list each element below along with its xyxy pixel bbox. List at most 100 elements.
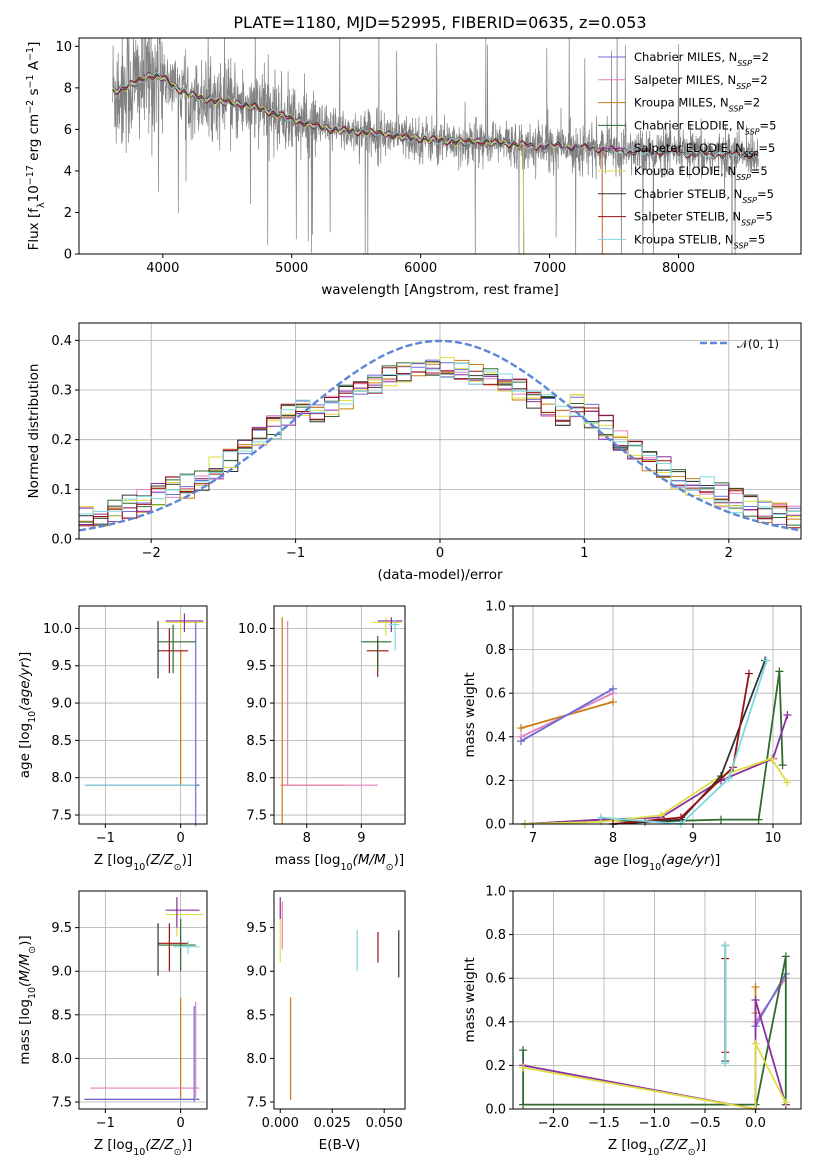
age_vs_mass-ytick-label-0: 7.5 <box>246 809 267 824</box>
weight_vs_age-marker-kroupa-elodie-4 <box>767 754 776 763</box>
spectrum-xtick-label-3: 7000 <box>533 261 566 276</box>
residuals-ytick-label-2: 0.2 <box>51 433 72 448</box>
weight_vs_age-line-chabrier-miles <box>520 688 614 742</box>
age_vs_Z-ytick-label-0: 7.5 <box>51 809 72 824</box>
residuals-xtick-label-2: 0 <box>436 546 444 561</box>
residuals-panel: −2 −1 0 1 2 0.0 0.1 0.2 0.3 0.4 𝒩(0, 1) (data-model… <box>26 322 802 583</box>
weight_vs_age-ytick-label-3: 0.6 <box>485 687 506 702</box>
weight_vs_age-line-kroupa-elodie <box>524 757 789 825</box>
residuals-xlabel: (data-model)/error <box>377 567 503 583</box>
weight_vs_age-xtick-label-0: 7 <box>529 831 537 846</box>
spectrum-plot-area <box>112 38 759 254</box>
residuals-xtick-label-0: −2 <box>142 546 161 561</box>
mass_vs_EBV-ytick-label-1: 8.0 <box>246 1052 267 1067</box>
mass_vs_Z-ytick-label-3: 9.0 <box>51 965 72 980</box>
mass_vs_EBV-frame <box>273 890 406 1110</box>
spectrum-xlabel: wavelength [Angstrom, rest frame] <box>321 282 559 298</box>
weight_vs_age-frame <box>512 605 802 825</box>
mass_vs_EBV-xtick-label-1: 0.025 <box>314 1116 351 1131</box>
age_vs_Z-ytick-label-1: 8.0 <box>51 771 72 786</box>
mass_vs_EBV-panel: 0.000 0.025 0.050 7.5 8.0 8.5 9.0 9.5 E(B-V) <box>246 890 406 1153</box>
weight_vs_age-line-chabrier-elodie <box>524 671 784 825</box>
age_vs_mass-xtick-label-1: 9 <box>357 831 365 846</box>
spectrum-panel: 4000 5000 6000 7000 8000 0 2 4 6 8 10 PLATE=1180, M… <box>25 13 802 298</box>
weight_vs_age-marker-kroupa-elodie-2 <box>657 811 665 820</box>
age_vs_mass-frame <box>273 605 406 825</box>
weight_vs_Z-xtick-label-3: −0.5 <box>689 1116 721 1131</box>
weight_vs_age-marker-salpeter-elodie-5 <box>783 711 792 719</box>
weight_vs_Z-marker-kroupa-elodie-3 <box>781 1098 790 1107</box>
mass_vs_Z-ytick-label-2: 8.5 <box>51 1008 72 1023</box>
weight_vs_age-marker-kroupa-miles-0 <box>517 724 525 733</box>
legend-label-kroupa-miles: Kroupa MILES, NSSP=2 <box>634 96 760 114</box>
mass_vs_Z-ytick-label-1: 8.0 <box>51 1052 72 1067</box>
mass_vs_EBV-ytick-label-3: 9.0 <box>246 965 267 980</box>
weight_vs_Z-marker-chabrier-elodie-1 <box>519 1100 528 1109</box>
age_vs_mass-xtick-label-0: 8 <box>303 831 311 846</box>
residuals-ylabel: Normed distribution <box>26 364 42 499</box>
weight_vs_Z-marker-kroupa-stelib-0 <box>721 941 730 950</box>
age_vs_Z-ylabel: age [log10(age/yr)] <box>17 652 38 778</box>
weight_vs_Z-marker-chabrier-elodie-4 <box>781 952 790 961</box>
mass_vs_EBV-ytick-label-4: 9.5 <box>246 921 267 936</box>
mass_vs_Z-frame <box>78 890 208 1110</box>
residuals-ytick-label-1: 0.1 <box>51 483 72 498</box>
legend-label-salpeter-elodie: Salpeter ELODIE, NSSP=5 <box>634 141 775 159</box>
residual-histogram-kroupa-elodie <box>79 357 801 518</box>
weight_vs_age-marker-kroupa-miles-1 <box>609 697 617 706</box>
weight_vs_age-xtick-label-1: 8 <box>609 831 617 846</box>
weight_vs_Z-line-kroupa-elodie <box>522 1043 787 1111</box>
weight_vs_age-marker-kroupa-stelib-3 <box>762 656 771 665</box>
residuals-xtick-label-1: −1 <box>286 546 305 561</box>
spectrum-xtick-label-0: 4000 <box>146 261 179 276</box>
spectrum-ytick-label-5: 10 <box>55 40 72 55</box>
weight_vs_Z-ytick-label-2: 0.4 <box>485 1015 506 1030</box>
weight_vs_age-marker-chabrier-elodie-5 <box>775 667 784 676</box>
mass_vs_EBV-xlabel: E(B-V) <box>319 1137 361 1153</box>
legend-label-kroupa-stelib: Kroupa STELIB, NSSP=5 <box>634 232 765 250</box>
weight_vs_Z-xtick-label-0: −2.0 <box>538 1116 570 1131</box>
age_vs_Z-xtick-label-0: −1 <box>96 831 115 846</box>
weight_vs_age-line-kroupa-stelib <box>600 660 768 825</box>
spectrum-ytick-label-4: 8 <box>64 81 72 96</box>
weight_vs_Z-marker-kroupa-elodie-0 <box>519 1063 528 1072</box>
age_vs_mass-ytick-label-2: 8.5 <box>246 734 267 749</box>
weight_vs_age-ytick-label-2: 0.4 <box>485 730 506 745</box>
weight_vs_Z-ytick-label-1: 0.2 <box>485 1059 506 1074</box>
spectrum-ylabel: Flux [fλ10−17 erg cm−2 s−1 A−1] <box>25 42 47 251</box>
weight_vs_age-xtick-label-3: 10 <box>765 831 782 846</box>
normal-distribution-curve <box>78 339 802 532</box>
mass_vs_Z-ytick-label-4: 9.5 <box>51 921 72 936</box>
residuals-ytick-label-4: 0.4 <box>51 334 72 349</box>
mass_vs_Z-xtick-label-1: 0 <box>177 1116 185 1131</box>
legend-label-chabrier-elodie: Chabrier ELODIE, NSSP=5 <box>634 118 776 136</box>
residuals-xtick-label-3: 1 <box>580 546 588 561</box>
spectrum-frame <box>78 37 802 255</box>
weight_vs_age-marker-chabrier-elodie-4 <box>754 815 763 824</box>
legend-label-chabrier-miles: Chabrier MILES, NSSP=2 <box>634 50 769 68</box>
age_vs_mass-ytick-label-4: 9.5 <box>246 659 267 674</box>
spectrum-title: PLATE=1180, MJD=52995, FIBERID=0635, z=0… <box>233 13 646 32</box>
weight_vs_age-panel: 7 8 9 10 0.0 0.2 0.4 0.6 0.8 1.0 age [log10(age/yr… <box>462 600 802 873</box>
weight_vs_age-ytick-label-0: 0.0 <box>485 818 506 833</box>
weight_vs_age-ytick-label-5: 1.0 <box>485 600 506 615</box>
weight_vs_age-marker-chabrier-elodie-6 <box>778 761 787 770</box>
mass_vs_Z-panel: −1 0 7.5 8.0 8.5 9.0 9.5 Z [log10(Z/Z⊙)] mass [l… <box>17 890 208 1158</box>
weight_vs_age-xlabel: age [log10(age/yr)] <box>594 852 720 873</box>
model-spectrum-kroupa-stelib <box>112 72 759 159</box>
age_vs_Z-panel: −1 0 7.5 8.0 8.5 9.0 9.5 10.0 Z [log10(Z/Z⊙)] age… <box>17 605 208 873</box>
mass_vs_EBV-ytick-label-2: 8.5 <box>246 1008 267 1023</box>
legend-label-salpeter-stelib: Salpeter STELIB, NSSP=5 <box>634 210 773 228</box>
residuals-ytick-label-3: 0.3 <box>51 384 72 399</box>
weight_vs_Z-panel: −2.0 −1.5 −1.0 −0.5 0.0 0.0 0.2 0.4 0.6 0.8 1.0 Z [… <box>462 885 802 1158</box>
weight_vs_Z-ylabel: mass weight <box>462 957 478 1042</box>
age_vs_mass-ytick-label-3: 9.0 <box>246 697 267 712</box>
residuals-xtick-label-4: 2 <box>725 546 733 561</box>
spectrum-xtick-label-2: 6000 <box>404 261 437 276</box>
weight_vs_Z-marker-kroupa-miles-1 <box>751 982 760 991</box>
weight_vs_age-marker-chabrier-miles-0 <box>517 737 525 746</box>
age_vs_Z-ytick-label-2: 8.5 <box>51 734 72 749</box>
spectrum-ytick-label-1: 2 <box>64 206 72 221</box>
age_vs_mass-panel: 8 9 7.5 8.0 8.5 9.0 9.5 10.0 mass [log10(M/M⊙)] <box>238 605 406 873</box>
weight_vs_Z-ytick-label-3: 0.6 <box>485 972 506 987</box>
